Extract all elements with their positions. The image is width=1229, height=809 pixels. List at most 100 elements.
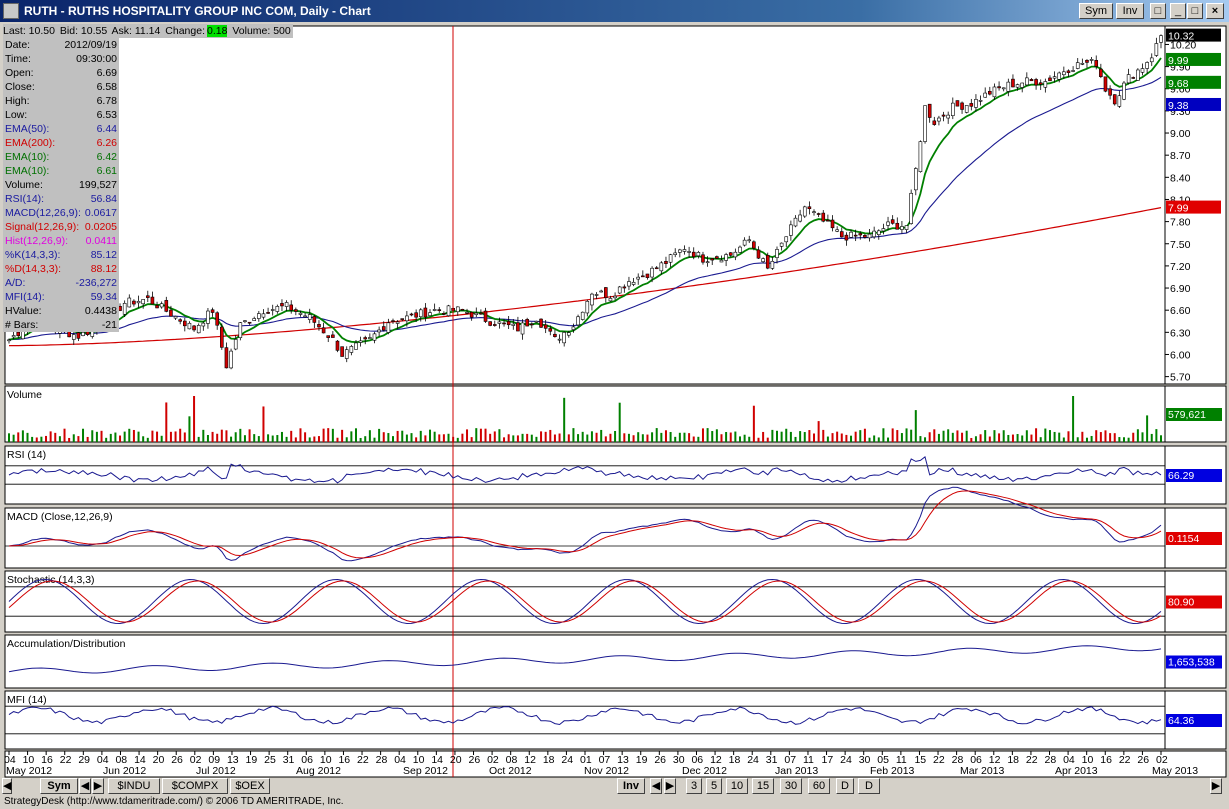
- volume-bar: [206, 434, 209, 442]
- info-key: HValue:: [5, 305, 42, 317]
- volume-bar: [956, 430, 959, 442]
- period-15[interactable]: 15: [752, 778, 774, 794]
- volume-bar: [415, 437, 418, 442]
- volume-bar: [91, 430, 94, 442]
- restore-icon[interactable]: □: [1187, 3, 1203, 19]
- candle-body: [317, 324, 321, 328]
- volume-bar: [327, 428, 330, 442]
- inv-button[interactable]: Inv: [1116, 3, 1144, 19]
- period-5[interactable]: 5: [706, 778, 722, 794]
- indicator-value: 579,621: [1168, 409, 1206, 421]
- y-tick-label: 6.60: [1170, 305, 1191, 317]
- y-tick-label: 7.20: [1170, 261, 1191, 273]
- volume-bar: [521, 433, 524, 442]
- volume-bar: [563, 397, 566, 442]
- nav-inv-button[interactable]: Inv: [617, 778, 645, 794]
- minimize-icon[interactable]: _: [1170, 3, 1186, 19]
- period-3[interactable]: 3: [686, 778, 702, 794]
- sym-button[interactable]: Sym: [1079, 3, 1113, 19]
- candle-body: [206, 310, 210, 324]
- export-icon[interactable]: □: [1150, 3, 1166, 19]
- candle-body: [196, 325, 201, 334]
- volume-bar: [896, 430, 899, 442]
- volume-bar: [757, 437, 760, 442]
- volume-bar: [197, 436, 200, 442]
- tab-compx[interactable]: $COMPX: [162, 778, 228, 794]
- volume-bar: [859, 430, 862, 442]
- date-tick-label: 10: [1082, 754, 1094, 766]
- info-value: 6.26: [96, 137, 117, 149]
- month-label: Mar 2013: [960, 765, 1005, 777]
- candle-body: [1154, 43, 1159, 56]
- period-10[interactable]: 10: [726, 778, 748, 794]
- nav-inv-next-icon[interactable]: ▶: [664, 778, 676, 794]
- nav-sym-button[interactable]: Sym: [40, 778, 78, 794]
- nav-inv-prev-icon[interactable]: ◀: [650, 778, 662, 794]
- candle-body: [937, 117, 941, 122]
- month-label: May 2013: [1152, 765, 1198, 777]
- quote-last: Last: 10.50: [3, 25, 55, 37]
- close-icon[interactable]: ×: [1206, 3, 1224, 19]
- volume-bar: [174, 431, 177, 442]
- volume-bar: [803, 432, 806, 442]
- candle-body: [405, 315, 409, 322]
- volume-bar: [142, 436, 145, 442]
- candle-body: [978, 100, 983, 102]
- tab-oex[interactable]: $OEX: [230, 778, 270, 794]
- volume-bar: [308, 437, 311, 442]
- volume-bar: [734, 431, 737, 442]
- candle-body: [631, 281, 636, 285]
- volume-bar: [188, 416, 191, 442]
- volume-bar: [928, 432, 931, 442]
- volume-bar: [276, 435, 279, 442]
- candle-body: [368, 337, 372, 339]
- date-tick-label: 24: [840, 754, 852, 766]
- volume-bar: [322, 428, 325, 442]
- date-tick-label: 02: [487, 754, 499, 766]
- info-value: -21: [101, 319, 117, 331]
- volume-bar: [271, 435, 274, 442]
- indicator-label: MACD (Close,12,26,9): [7, 511, 113, 523]
- info-key: # Bars:: [5, 319, 39, 331]
- period-daily[interactable]: D: [836, 778, 854, 794]
- volume-bar: [1072, 396, 1075, 442]
- volume-bar: [1127, 437, 1130, 442]
- scroll-left-icon[interactable]: ◀: [2, 778, 12, 794]
- candle-body: [807, 206, 812, 210]
- volume-bar: [392, 436, 394, 442]
- volume-bar: [243, 435, 246, 442]
- volume-bar: [1025, 430, 1028, 442]
- quote-ask: Ask: 11.14: [111, 25, 161, 37]
- info-key: A/D:: [5, 277, 26, 289]
- candle-body: [257, 313, 261, 319]
- nav-prev-icon[interactable]: ◀: [79, 778, 91, 794]
- candle-body: [576, 316, 580, 326]
- date-tick-label: 18: [729, 754, 741, 766]
- nav-next-icon[interactable]: ▶: [92, 778, 104, 794]
- date-tick-label: 10: [320, 754, 332, 766]
- chart-area[interactable]: 5.706.006.306.606.907.207.507.808.108.40…: [0, 22, 1229, 778]
- quote-change-value: 0.18: [207, 25, 228, 37]
- volume-bar: [26, 432, 29, 442]
- volume-bar: [466, 429, 469, 442]
- date-tick-label: 05: [877, 754, 889, 766]
- candle-body: [1043, 81, 1048, 88]
- candle-body: [136, 301, 141, 304]
- tab-indu[interactable]: $INDU: [108, 778, 160, 794]
- volume-bar: [530, 434, 533, 442]
- candle-body: [867, 233, 872, 239]
- date-tick-label: 18: [543, 754, 555, 766]
- candle-body: [183, 320, 187, 327]
- period-30[interactable]: 30: [780, 778, 802, 794]
- candle-body: [793, 217, 798, 227]
- candle-body: [1159, 35, 1163, 43]
- volume-bar: [317, 436, 320, 442]
- volume-bar: [799, 431, 802, 442]
- period-daily-2[interactable]: D: [858, 778, 880, 794]
- candle-body: [835, 229, 839, 232]
- date-tick-label: 25: [264, 754, 276, 766]
- period-60[interactable]: 60: [808, 778, 830, 794]
- info-row: EMA(200): 6.26: [3, 136, 119, 150]
- scroll-right-icon[interactable]: ▶: [1210, 778, 1222, 794]
- info-key: Volume:: [5, 179, 43, 191]
